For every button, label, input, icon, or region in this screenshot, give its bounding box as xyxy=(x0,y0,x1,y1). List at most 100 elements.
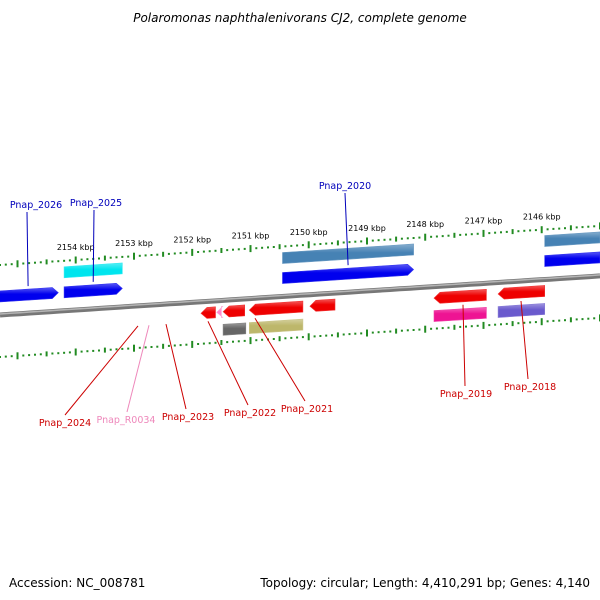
ruler-tick xyxy=(534,321,537,324)
ruler-tick xyxy=(593,225,596,228)
ruler-tick xyxy=(546,228,549,231)
ruler-tick xyxy=(505,230,508,233)
gene-pnap_r0034[interactable] xyxy=(216,306,224,318)
ruler-tick xyxy=(389,238,392,241)
ruler-tick xyxy=(336,332,339,338)
ruler-tick xyxy=(0,356,1,358)
ruler-tick xyxy=(412,237,415,239)
ruler-tick xyxy=(243,339,246,342)
ruler-tick xyxy=(366,237,368,245)
ruler-tick xyxy=(249,337,252,345)
ruler-tick xyxy=(243,247,246,250)
ruler-tick xyxy=(383,330,386,333)
ruler-tick xyxy=(354,240,357,243)
ruler-tick xyxy=(80,258,83,261)
ruler-tick xyxy=(366,329,368,337)
ruler-tick xyxy=(98,349,100,352)
ruler-tick xyxy=(371,239,374,242)
ruler-tick xyxy=(290,336,293,339)
ruler-tick xyxy=(523,321,526,324)
ruler-tick xyxy=(307,333,310,341)
gene-pnap_2023b[interactable] xyxy=(222,322,247,336)
ruler-tick xyxy=(109,348,112,351)
ruler-tick xyxy=(208,342,211,345)
ruler-tick xyxy=(173,252,176,255)
gene-pnap_2019[interactable] xyxy=(433,288,487,304)
gene-pnap_2021[interactable] xyxy=(309,298,336,312)
genome-backbone xyxy=(0,273,600,318)
ruler-tick xyxy=(529,229,532,232)
ruler-tick xyxy=(465,325,467,328)
ruler-tick xyxy=(500,231,502,234)
ruler-tick xyxy=(272,246,275,248)
ruler-tick xyxy=(418,236,421,239)
ruler-tick xyxy=(400,237,403,240)
ruler-tick xyxy=(179,344,182,347)
gene-pnap_2025[interactable] xyxy=(63,282,123,299)
gene-pnap_2017[interactable] xyxy=(544,251,600,267)
ruler-tick xyxy=(278,336,281,342)
ruler-tick xyxy=(360,240,363,243)
ruler-tick xyxy=(558,227,561,230)
ruler-tick xyxy=(395,236,398,242)
ruler-tick xyxy=(331,334,333,337)
gene-label-pnap_2021: Pnap_2021 xyxy=(281,404,333,415)
ruler-tick xyxy=(208,250,211,253)
ruler-tick xyxy=(284,245,287,248)
ruler-label: 2148 kbp xyxy=(406,220,444,229)
ruler-tick xyxy=(68,259,71,262)
ruler-tick xyxy=(150,346,153,348)
ruler-tick xyxy=(412,329,415,331)
ruler-tick xyxy=(476,232,479,235)
kbp-ruler-outer: 2146 kbp 2147 kbp 2148 kbp 2149 kbp 2150 kbp… xyxy=(0,213,600,268)
ruler-tick xyxy=(34,353,36,356)
gene-pnap_2018[interactable] xyxy=(497,285,546,300)
ruler-tick xyxy=(319,335,322,337)
ruler-tick xyxy=(167,252,170,255)
ruler-tick xyxy=(331,242,333,245)
ruler-tick xyxy=(470,233,473,236)
ruler-tick xyxy=(121,255,124,258)
ruler-tick xyxy=(587,225,590,228)
gene-pnap_2024[interactable] xyxy=(200,306,216,319)
ruler-label: 2154 kbp xyxy=(57,243,95,252)
ruler-tick xyxy=(115,256,118,259)
ruler-tick xyxy=(482,229,485,237)
ruler-tick xyxy=(342,333,345,336)
gene-pnap_2019b[interactable] xyxy=(433,306,487,322)
ruler-tick xyxy=(191,340,194,348)
gene-pnap_2017b[interactable] xyxy=(544,231,600,247)
accession-text: Accession: NC_008781 xyxy=(9,576,146,590)
ruler-tick xyxy=(150,254,153,256)
ruler-tick xyxy=(249,245,252,253)
ruler-tick xyxy=(575,318,578,321)
backbone-line xyxy=(0,273,600,318)
gene-pnap_2022[interactable] xyxy=(248,300,304,316)
label-leader xyxy=(207,321,249,406)
ruler-tick xyxy=(16,352,19,360)
ruler-tick xyxy=(325,334,328,337)
label-leader xyxy=(344,192,349,266)
backbone-highlight xyxy=(0,274,600,315)
ruler-tick xyxy=(476,324,479,327)
ruler-tick xyxy=(4,355,7,358)
label-leader xyxy=(92,209,95,282)
ruler-tick xyxy=(261,338,264,341)
ruler-tick xyxy=(546,320,549,323)
gene-pnap_2023[interactable] xyxy=(222,304,245,318)
gene-pnap_2020[interactable] xyxy=(282,263,415,284)
ruler-tick xyxy=(214,341,217,344)
gene-label-pnap_r0034: Pnap_R0034 xyxy=(97,415,156,426)
gene-pnap_2022b[interactable] xyxy=(249,318,304,334)
ruler-tick xyxy=(523,229,526,232)
gene-label-pnap_2024: Pnap_2024 xyxy=(39,418,91,429)
ruler-tick xyxy=(156,253,159,256)
ruler-tick xyxy=(138,346,141,349)
ruler-tick xyxy=(202,250,205,253)
ruler-label: 2149 kbp xyxy=(348,224,386,233)
gene-pnap_2026[interactable] xyxy=(0,287,59,303)
ruler-tick xyxy=(377,331,380,334)
ruler-tick xyxy=(482,321,485,329)
ruler-tick xyxy=(540,226,543,234)
